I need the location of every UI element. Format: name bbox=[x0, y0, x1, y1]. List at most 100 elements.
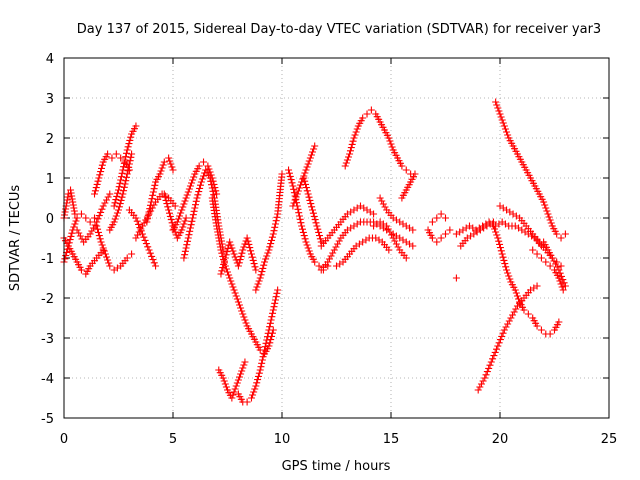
data-point bbox=[486, 361, 494, 369]
data-point bbox=[259, 353, 267, 361]
data-point bbox=[132, 122, 140, 130]
data-point bbox=[88, 227, 96, 235]
data-point bbox=[98, 241, 106, 249]
data-point bbox=[179, 223, 187, 231]
data-point bbox=[96, 171, 104, 179]
data-point bbox=[220, 257, 228, 265]
data-point bbox=[146, 205, 154, 213]
data-point bbox=[409, 226, 417, 234]
data-point bbox=[100, 247, 108, 255]
data-point bbox=[314, 225, 322, 233]
data-point bbox=[116, 179, 124, 187]
data-point bbox=[71, 220, 79, 228]
data-point bbox=[185, 231, 193, 239]
data-point bbox=[213, 190, 221, 198]
data-point bbox=[388, 231, 396, 239]
data-point bbox=[247, 394, 255, 402]
data-point bbox=[135, 228, 143, 236]
data-point bbox=[152, 262, 160, 270]
data-point bbox=[144, 211, 152, 219]
data-point bbox=[249, 391, 257, 399]
data-point bbox=[260, 349, 268, 357]
data-point bbox=[231, 253, 239, 261]
data-point bbox=[497, 247, 505, 255]
data-point bbox=[494, 234, 502, 242]
data-point bbox=[135, 220, 143, 228]
data-point bbox=[226, 238, 234, 246]
data-point bbox=[428, 218, 436, 226]
data-point bbox=[558, 283, 566, 291]
data-point bbox=[385, 246, 393, 254]
data-point bbox=[76, 232, 84, 240]
data-point bbox=[120, 183, 128, 191]
data-point bbox=[367, 106, 375, 114]
data-point bbox=[533, 322, 541, 330]
data-point bbox=[300, 174, 308, 182]
data-point bbox=[295, 184, 303, 192]
data-point bbox=[251, 385, 259, 393]
data-point bbox=[254, 280, 262, 288]
data-point bbox=[381, 203, 389, 211]
data-point bbox=[291, 196, 299, 204]
data-point bbox=[324, 258, 332, 266]
data-point bbox=[273, 213, 281, 221]
data-point bbox=[101, 199, 109, 207]
data-point bbox=[499, 119, 507, 127]
data-point bbox=[329, 249, 337, 257]
data-point bbox=[246, 244, 254, 252]
data-point bbox=[92, 184, 100, 192]
data-point bbox=[112, 150, 120, 158]
data-point bbox=[304, 190, 312, 198]
data-point bbox=[296, 215, 304, 223]
data-point bbox=[378, 197, 386, 205]
data-point bbox=[343, 156, 351, 164]
data-point bbox=[134, 231, 142, 239]
data-point bbox=[266, 319, 274, 327]
data-track bbox=[317, 218, 417, 274]
data-point bbox=[91, 214, 99, 222]
y-tick-label: -2 bbox=[41, 292, 54, 307]
data-point bbox=[481, 374, 489, 382]
y-tick-labels: -5 -4 -3 -2 -1 0 1 2 3 4 bbox=[41, 52, 54, 427]
data-point bbox=[219, 264, 227, 272]
data-point bbox=[147, 198, 155, 206]
data-track bbox=[370, 218, 410, 262]
data-point bbox=[227, 277, 235, 285]
data-point bbox=[270, 303, 278, 311]
data-point bbox=[243, 398, 251, 406]
data-point bbox=[167, 216, 175, 224]
data-point bbox=[189, 211, 197, 219]
data-point bbox=[334, 240, 342, 248]
data-point bbox=[349, 137, 357, 145]
data-point bbox=[117, 173, 125, 181]
data-point bbox=[229, 247, 237, 255]
data-point bbox=[94, 228, 102, 236]
data-point bbox=[452, 274, 460, 282]
data-point bbox=[235, 259, 243, 267]
data-point bbox=[537, 326, 545, 334]
data-point bbox=[504, 269, 512, 277]
data-point bbox=[113, 192, 121, 200]
data-point bbox=[192, 201, 200, 209]
data-point bbox=[325, 255, 333, 263]
data-point bbox=[305, 157, 313, 165]
data-point bbox=[305, 247, 313, 255]
y-tick-label: -5 bbox=[41, 412, 54, 427]
data-track bbox=[540, 238, 565, 270]
data-point bbox=[350, 134, 358, 142]
data-point bbox=[498, 116, 506, 124]
data-point bbox=[303, 241, 311, 249]
data-point bbox=[171, 202, 179, 210]
data-point bbox=[198, 175, 206, 183]
data-track bbox=[457, 218, 497, 250]
data-point bbox=[385, 134, 393, 142]
data-point bbox=[61, 255, 69, 263]
data-point bbox=[295, 212, 303, 220]
x-tick-labels: 0 5 10 15 20 25 bbox=[60, 432, 617, 447]
data-point bbox=[127, 153, 135, 161]
data-point bbox=[485, 364, 493, 372]
data-point bbox=[298, 225, 306, 233]
data-point bbox=[315, 228, 323, 236]
data-point bbox=[493, 101, 501, 109]
data-point bbox=[180, 220, 188, 228]
